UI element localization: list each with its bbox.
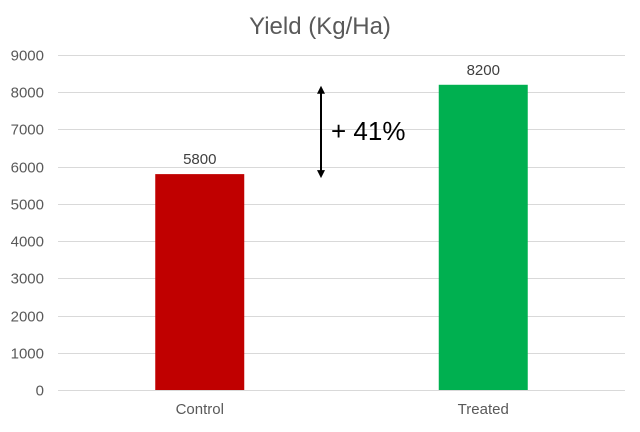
bars [155, 84, 528, 391]
y-tick-label: 5000 [11, 197, 44, 214]
data-labels: 5800 8200 [183, 62, 500, 168]
y-tick-label: 3000 [11, 271, 44, 288]
chart-title: Yield (Kg/Ha) [249, 13, 391, 40]
y-tick-label: 2000 [11, 309, 44, 326]
difference-annotation: + 41% [317, 85, 405, 179]
gridlines [58, 55, 625, 391]
annotation-text: + 41% [331, 116, 405, 146]
arrow-up-head-icon [317, 85, 325, 94]
y-axis-ticks: 0 1000 2000 3000 4000 5000 6000 7000 8000 9000 [11, 48, 44, 400]
bar-control [155, 174, 245, 390]
y-tick-label: 0 [36, 383, 44, 400]
y-tick-label: 4000 [11, 234, 44, 251]
arrow-down-head-icon [317, 170, 325, 179]
y-tick-label: 6000 [11, 160, 44, 177]
data-label: 8200 [467, 62, 500, 79]
y-tick-label: 9000 [11, 48, 44, 65]
data-label: 5800 [183, 151, 216, 168]
bar-treated [438, 84, 528, 391]
y-tick-label: 7000 [11, 122, 44, 139]
x-axis-ticks: Control Treated [176, 401, 509, 418]
x-tick-label: Control [176, 401, 224, 418]
y-tick-label: 1000 [11, 346, 44, 363]
x-tick-label: Treated [458, 401, 509, 418]
y-tick-label: 8000 [11, 85, 44, 102]
